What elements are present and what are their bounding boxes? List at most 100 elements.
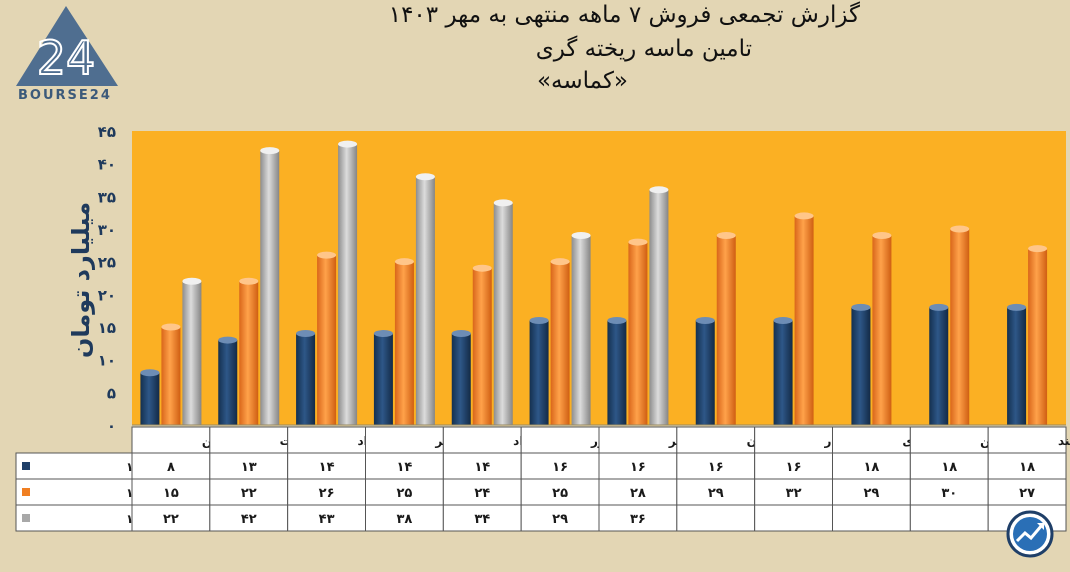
bar-cap (550, 258, 570, 266)
y-tick-label: ۲۵ (98, 254, 116, 272)
table-cell (754, 504, 834, 532)
y-tick-label: ۴۵ (98, 123, 116, 141)
data-label: ۲۴ (474, 486, 490, 501)
bar-body (773, 320, 793, 425)
table-cell (442, 478, 522, 506)
data-table: فروردیناردیبهشتخردادتیرمردادشهریورمهرآبا… (15, 426, 1070, 532)
data-label: ۱۸ (863, 460, 879, 475)
bar (260, 147, 280, 425)
bar-body (451, 333, 471, 425)
data-label: ۲۹ (708, 486, 724, 501)
bar-body (317, 255, 337, 425)
table-header-cell (442, 426, 522, 454)
bar-cap (1028, 245, 1048, 253)
bar-cap (794, 212, 814, 220)
bar (716, 232, 736, 425)
table-header-cell (287, 426, 366, 454)
data-label: ۲۲ (241, 486, 257, 501)
bar (239, 277, 259, 425)
data-label: ۲۵ (396, 486, 412, 501)
bar (317, 251, 337, 425)
bar-cap (493, 199, 513, 207)
bar (218, 336, 238, 425)
table-cell (365, 478, 444, 506)
table-cell (598, 478, 678, 506)
y-tick-label: ۴۰ (98, 156, 116, 174)
data-label: ۲۹ (863, 486, 879, 501)
data-label: ۴۲ (241, 512, 257, 527)
bar-cap (529, 316, 549, 324)
data-label: ۴۳ (319, 512, 335, 527)
bar-body (695, 320, 715, 425)
data-label: ۲۲ (163, 512, 179, 527)
table-header-cell (754, 426, 834, 454)
bar-cap (950, 225, 970, 233)
bar-body (872, 235, 892, 425)
data-label: ۸ (167, 460, 175, 475)
table-cell (832, 504, 911, 532)
bar (695, 316, 715, 425)
legend-swatch (22, 462, 30, 470)
bar-body (472, 268, 492, 425)
bar-cap (628, 238, 648, 246)
table-legend-cell (15, 452, 133, 480)
table-cell (131, 504, 211, 532)
bar-body (1007, 307, 1027, 425)
bar (182, 277, 202, 425)
table-header-cell (520, 426, 600, 454)
table-cell (987, 452, 1067, 480)
bar (628, 238, 648, 425)
bar (1007, 303, 1027, 425)
bar (161, 323, 181, 425)
triangle-24-logo-icon (16, 6, 118, 86)
bar-cap (161, 323, 181, 331)
bar (338, 140, 358, 426)
data-label: ۱۸ (1019, 460, 1035, 475)
data-label: ۱۶ (786, 460, 802, 475)
y-tick-label: ۱۵ (98, 319, 116, 337)
data-label: ۳۴ (474, 512, 490, 527)
bar-cap (373, 330, 393, 338)
bar-cap (929, 303, 949, 311)
bar-body (218, 340, 238, 425)
table-cell (287, 452, 366, 480)
table-header-cell (832, 426, 911, 454)
table-legend-cell (15, 478, 133, 506)
table-cell (598, 452, 678, 480)
table-cell (520, 452, 600, 480)
bar-cap (239, 277, 259, 285)
data-label: ۳۶ (630, 512, 646, 527)
table-cell (676, 504, 756, 532)
y-tick-label: ۲۰ (98, 286, 116, 304)
bar-body (1028, 248, 1048, 425)
table-cell (520, 504, 600, 532)
table-header-cell (598, 426, 678, 454)
bar-body (260, 150, 280, 425)
bar (607, 316, 627, 425)
data-label: ۳۸ (396, 512, 412, 527)
y-tick-label: ۳۵ (98, 188, 116, 206)
table-cell (209, 452, 289, 480)
table-header-cell (909, 426, 989, 454)
bar-body (239, 281, 259, 425)
data-label: ۱۴ (474, 460, 490, 475)
bar-cap (607, 316, 627, 324)
table-cell (909, 452, 989, 480)
bar (296, 330, 316, 425)
bar-cap (317, 251, 337, 259)
bar-body (529, 320, 549, 425)
bar-cap (851, 303, 871, 311)
bar (550, 258, 570, 425)
bar-cap (415, 173, 435, 181)
bar-cap (182, 277, 202, 285)
table-cell (754, 478, 834, 506)
table-cell (987, 478, 1067, 506)
table-legend-cell (15, 504, 133, 532)
bar-body (950, 229, 970, 425)
table-cell (365, 504, 444, 532)
bar-body (550, 261, 570, 425)
bar-body (607, 320, 627, 425)
legend-swatch (22, 488, 30, 496)
bar-cap (394, 258, 414, 266)
